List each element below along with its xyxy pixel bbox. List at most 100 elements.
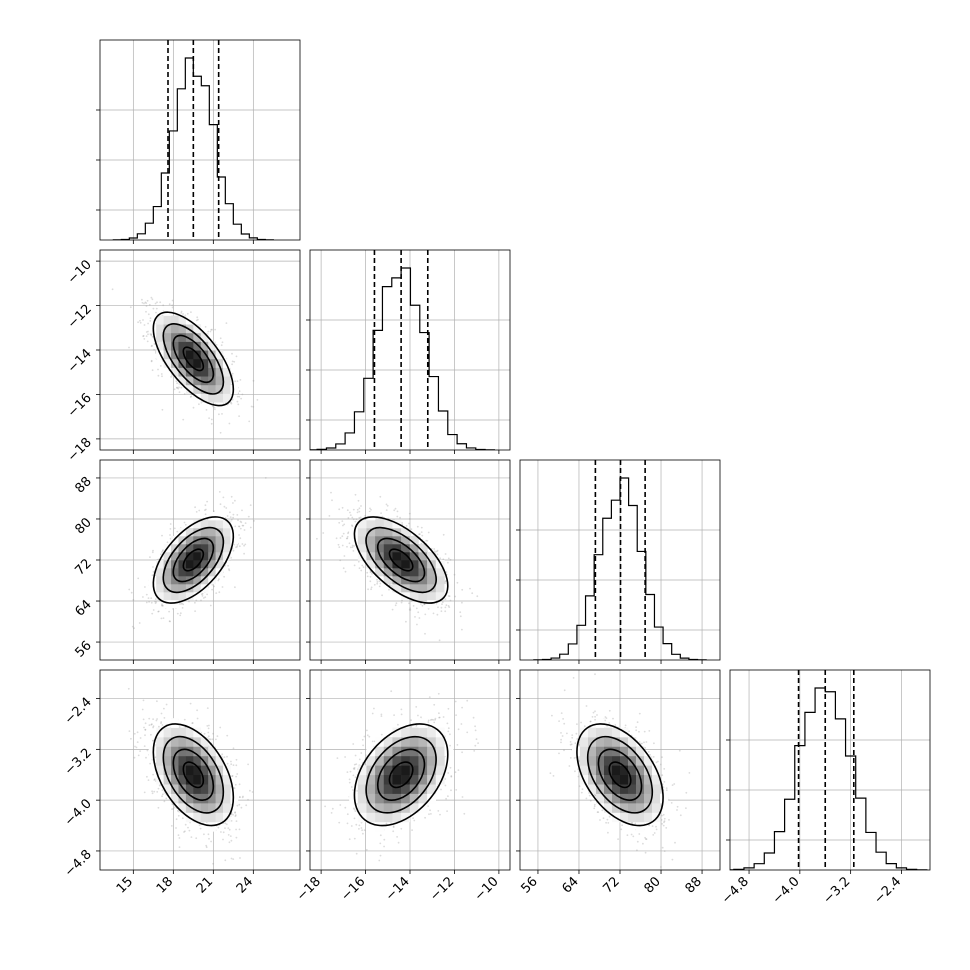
sample-point xyxy=(213,585,216,588)
sample-point xyxy=(401,522,403,524)
density-cell xyxy=(230,536,239,545)
contour-2 xyxy=(365,526,437,594)
panel-2-1 xyxy=(306,459,511,664)
density-cell xyxy=(418,568,428,577)
density-cell xyxy=(178,376,187,386)
sample-point xyxy=(436,613,439,616)
panel-0-0 xyxy=(96,39,301,244)
sample-point xyxy=(198,403,200,406)
sample-point xyxy=(436,553,439,556)
sample-point xyxy=(143,324,146,326)
sample-point xyxy=(449,599,452,602)
sample-point xyxy=(349,511,351,514)
sample-point xyxy=(161,551,163,553)
sample-point xyxy=(351,525,354,528)
sample-point xyxy=(228,841,231,844)
sample-point xyxy=(169,528,172,530)
sample-point xyxy=(354,493,357,496)
sample-point xyxy=(342,524,344,527)
sample-point xyxy=(148,601,151,603)
sample-point xyxy=(211,588,214,591)
sample-point xyxy=(221,341,224,344)
sample-point xyxy=(180,310,183,313)
sample-point xyxy=(153,779,156,781)
sample-point xyxy=(338,546,341,548)
density-cell xyxy=(185,384,194,394)
sample-point xyxy=(151,574,154,577)
sample-point xyxy=(145,302,148,304)
sample-point xyxy=(337,543,340,546)
sample-point xyxy=(168,620,171,622)
sample-point xyxy=(239,527,242,530)
sample-point xyxy=(436,549,439,552)
sample-point xyxy=(376,578,378,581)
density-cell xyxy=(215,393,224,403)
sample-point xyxy=(111,288,114,291)
sample-point xyxy=(346,545,348,548)
sample-point xyxy=(143,338,146,340)
density-cell xyxy=(215,560,224,569)
sample-point xyxy=(241,543,244,545)
y-tick-label: −14 xyxy=(65,346,95,376)
sample-point xyxy=(182,418,185,421)
sample-point xyxy=(238,415,241,417)
sample-point xyxy=(210,418,213,421)
sample-point xyxy=(440,606,443,609)
density-cell xyxy=(208,544,216,553)
sample-point xyxy=(210,422,213,425)
density-cell xyxy=(178,552,187,561)
density-cell xyxy=(193,324,202,334)
sample-point xyxy=(348,542,351,545)
sample-point xyxy=(360,569,363,572)
sample-point xyxy=(194,601,196,604)
sample-point xyxy=(471,592,474,595)
sample-point xyxy=(228,569,231,572)
density-cell xyxy=(427,592,437,601)
sample-point xyxy=(230,857,233,860)
density-cell xyxy=(193,341,202,351)
sample-point xyxy=(476,595,479,598)
sample-point xyxy=(137,321,140,324)
sample-point xyxy=(359,516,362,519)
sample-point xyxy=(161,603,163,606)
sample-point xyxy=(168,610,171,613)
density-cell xyxy=(178,560,187,569)
sample-point xyxy=(396,515,399,518)
sample-point xyxy=(235,355,238,358)
sample-point xyxy=(414,616,416,618)
sample-point xyxy=(440,610,443,613)
sample-point xyxy=(219,503,222,506)
density-cell xyxy=(148,576,157,585)
sample-point xyxy=(236,545,239,548)
panel-1-0: −10−12−14−16−18 xyxy=(65,249,301,465)
density-cell xyxy=(230,528,239,537)
density-cell xyxy=(357,528,367,537)
density-cell xyxy=(215,520,224,529)
sample-point xyxy=(221,586,224,588)
panel-1-1 xyxy=(306,249,511,454)
sample-point xyxy=(157,558,160,561)
sample-point xyxy=(423,603,426,606)
sample-point xyxy=(176,612,179,615)
sample-point xyxy=(150,345,153,348)
sample-point xyxy=(222,496,225,499)
sample-point xyxy=(410,528,413,531)
sample-point xyxy=(195,837,198,840)
density-cell xyxy=(200,358,209,368)
density-cell xyxy=(185,568,194,577)
density-cell xyxy=(178,350,187,360)
sample-point xyxy=(461,601,463,604)
density-cell xyxy=(163,324,172,334)
density-cell xyxy=(163,560,172,569)
sample-point xyxy=(339,559,342,562)
sample-point xyxy=(366,575,369,578)
sample-point xyxy=(206,707,209,709)
sample-point xyxy=(151,298,154,301)
density-cell xyxy=(178,536,187,545)
sample-point xyxy=(341,520,344,522)
sample-point xyxy=(184,830,186,833)
sample-point xyxy=(424,632,426,635)
density-cell xyxy=(357,520,367,529)
sample-point xyxy=(235,546,237,549)
sample-point xyxy=(238,534,240,536)
